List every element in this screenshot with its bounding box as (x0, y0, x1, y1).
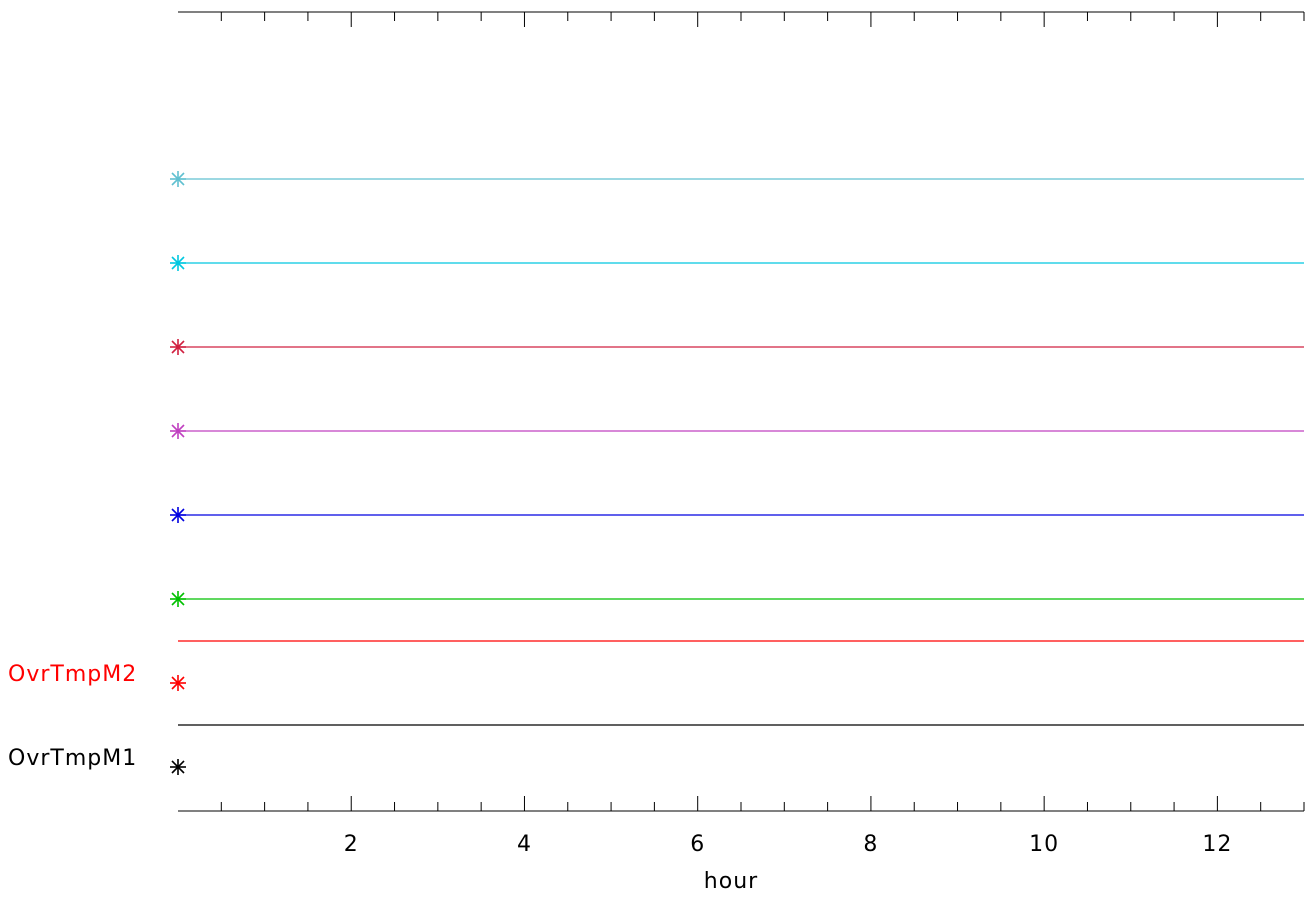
x-tick-label: 2 (344, 832, 359, 857)
data-point-marker (170, 507, 186, 523)
series-series-5 (170, 423, 1304, 439)
bottom-axis: 2 4 6 8 10 12 (178, 796, 1305, 857)
data-point-marker (170, 591, 186, 607)
x-tick-label: 10 (1029, 832, 1059, 857)
series-OvrTmpM1: OvrTmpM1 (8, 724, 1304, 775)
series-series-8 (170, 171, 1304, 187)
series-series-4 (170, 507, 1304, 523)
series-layer: OvrTmpM1 OvrTmpM2 (8, 171, 1304, 775)
x-tick-label: 12 (1202, 832, 1232, 857)
data-point-marker (170, 675, 186, 691)
top-axis (178, 11, 1305, 27)
data-point-marker (170, 171, 186, 187)
data-point-marker (170, 339, 186, 355)
data-point-marker (170, 255, 186, 271)
series-label: OvrTmpM1 (8, 746, 137, 771)
data-point-marker (170, 423, 186, 439)
series-OvrTmpM2: OvrTmpM2 (8, 640, 1304, 691)
x-tick-label: 8 (863, 832, 878, 857)
x-tick-label: 6 (690, 832, 705, 857)
series-series-6 (170, 339, 1304, 355)
series-series-7 (170, 255, 1304, 271)
data-point-marker (170, 759, 186, 775)
series-label: OvrTmpM2 (8, 662, 137, 687)
x-tick-label: 4 (517, 832, 532, 857)
x-axis-title: hour (704, 869, 758, 894)
series-series-3 (170, 591, 1304, 607)
